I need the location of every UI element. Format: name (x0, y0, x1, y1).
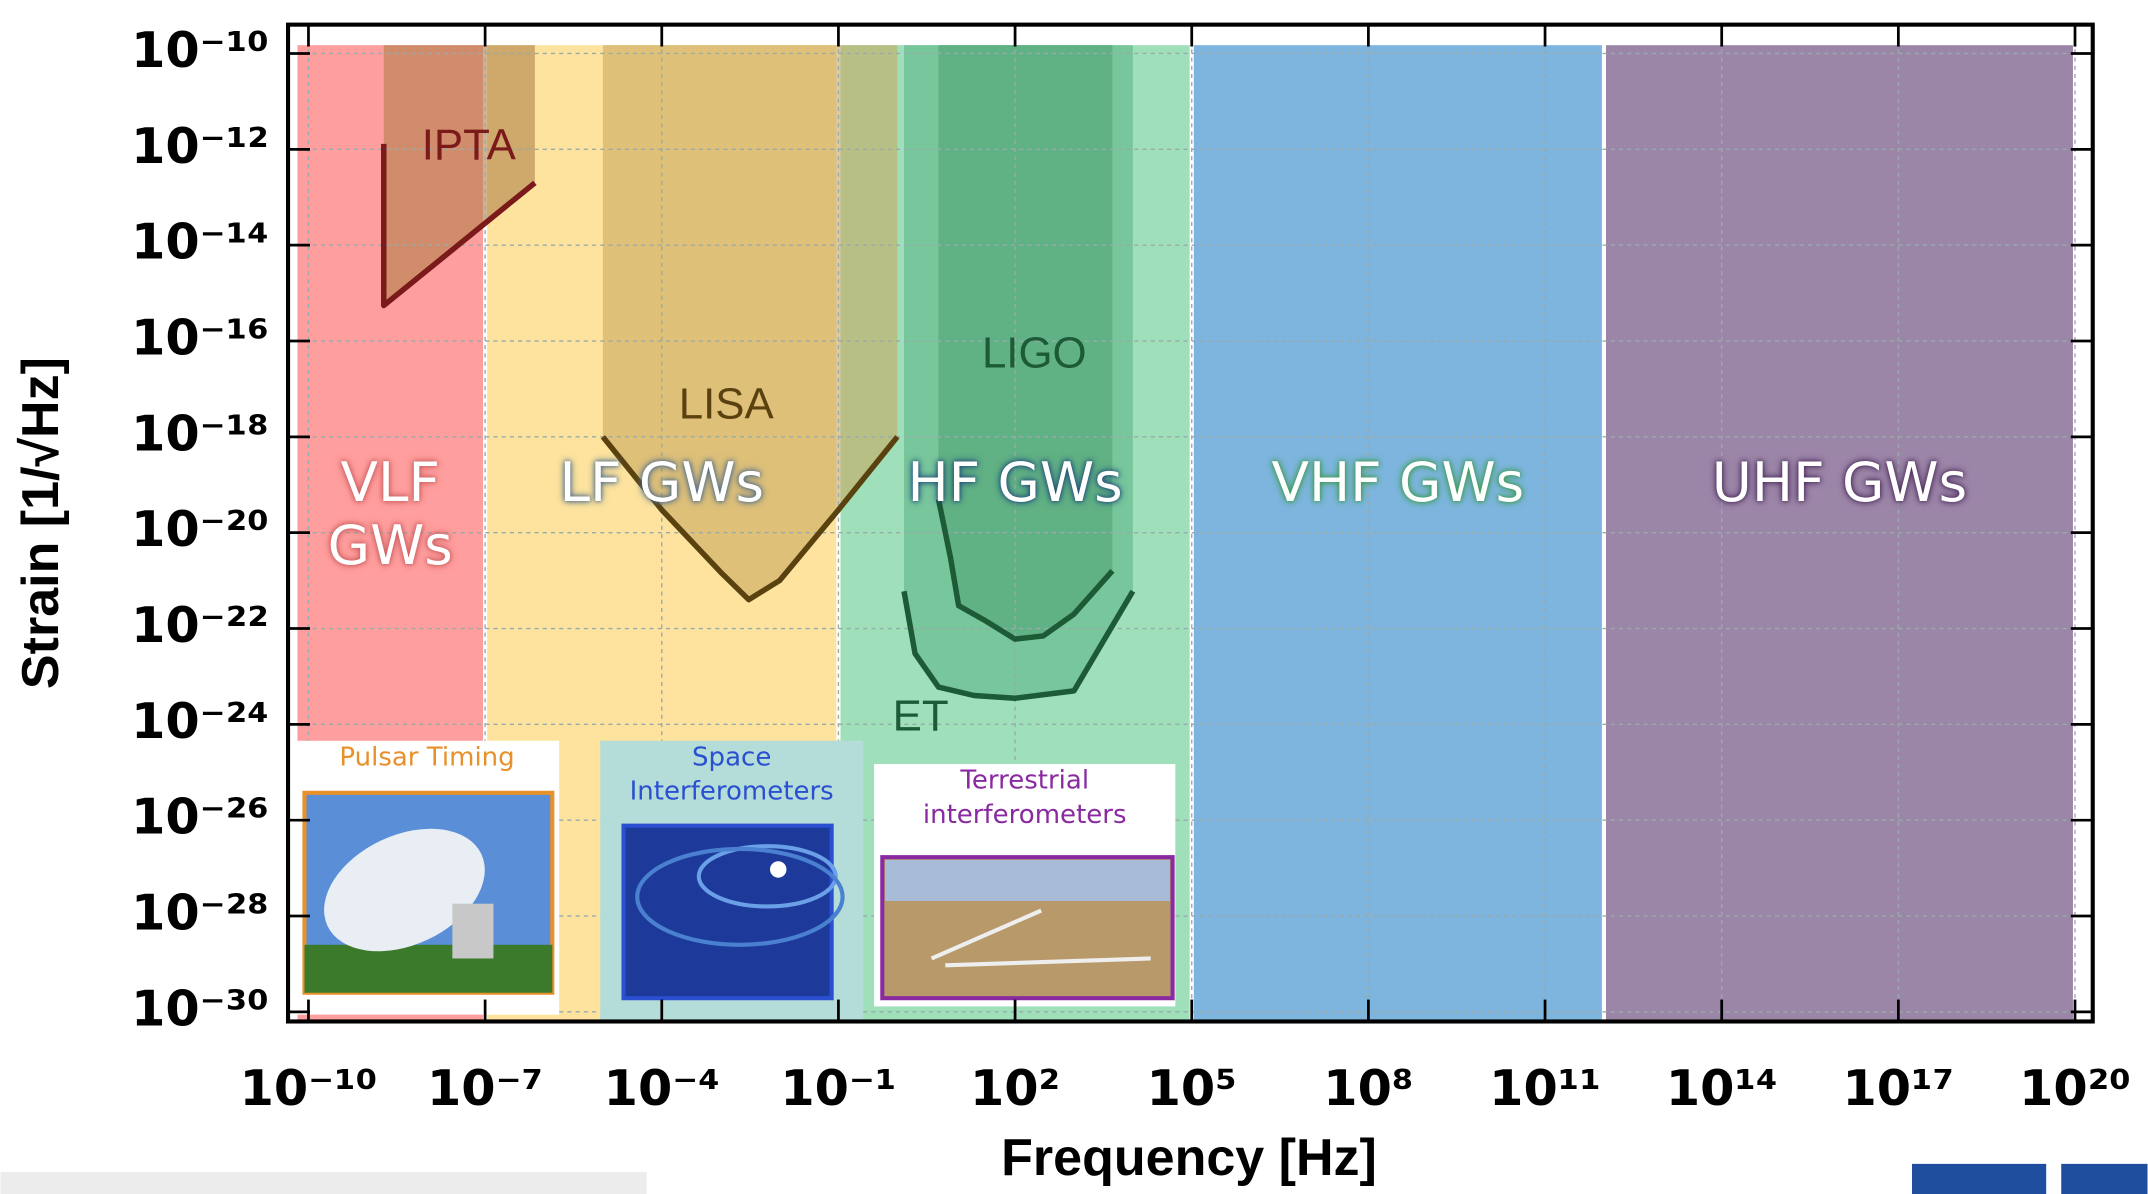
y-axis-label: Strain [1/√Hz] (12, 357, 70, 689)
band-label-box: HF GWs (838, 452, 1191, 630)
x-tick-label: 10¹⁴ (1666, 1059, 1778, 1117)
inset-caption-box: Pulsar Timing (295, 741, 559, 837)
x-tick-label: 10⁻⁷ (427, 1059, 543, 1117)
band-label: HF GWs (838, 452, 1191, 515)
x-axis-label: Frequency [Hz] (1001, 1129, 1377, 1187)
x-tick-label: 10⁸ (1323, 1059, 1413, 1117)
page: {"chart_data": { "type": "band-sensitivi… (0, 0, 2148, 1194)
band-label: UHF GWs (1634, 452, 2045, 515)
chart: VLF GWsLF GWsHF GWsVHF GWs UHF GWs IPTA LIS… (0, 0, 2148, 1194)
tower (452, 904, 493, 959)
x-tick-label: 10² (970, 1059, 1060, 1117)
inset-caption-box: Space Interferometers (600, 741, 863, 837)
y-tick-label: 10⁻²⁸ (131, 884, 269, 942)
x-tick-label: 10¹⁷ (1842, 1059, 1954, 1117)
logo (1912, 1164, 2046, 1194)
y-tick-label: 10⁻¹² (131, 117, 269, 175)
inset-caption-box: Terrestrial interferometers (874, 764, 1175, 860)
ground (304, 945, 552, 993)
y-tick-label: 10⁻³⁰ (131, 979, 269, 1037)
band-label: VHF GWs (1192, 452, 1603, 515)
curve-label: ET (893, 691, 949, 740)
y-tick-label: 10⁻²⁴ (131, 692, 269, 750)
x-tick-label: 10⁻⁴ (604, 1059, 720, 1117)
band-label-box: VHF GWs (1192, 452, 1603, 630)
x-tick-label: 10²⁰ (2019, 1059, 2131, 1117)
curve-label: IPTA (422, 120, 517, 169)
footer-bar (0, 1172, 646, 1194)
x-tick-label: 10⁻¹ (780, 1059, 896, 1117)
y-tick-label: 10⁻²⁰ (131, 500, 269, 558)
curve-label: LIGO (982, 329, 1087, 378)
inset-caption: Space Interferometers (600, 741, 863, 809)
source (770, 861, 786, 877)
inset-caption: Terrestrial interferometers (874, 764, 1175, 832)
band-label: VLF GWs (295, 452, 485, 578)
y-tick-label: 10⁻²² (131, 596, 269, 654)
band-label: LF GWs (485, 452, 838, 515)
band-label-box: VLF GWs (295, 452, 485, 630)
logo (2061, 1164, 2147, 1194)
y-tick-label: 10⁻¹⁶ (131, 309, 269, 367)
band-label-box: LF GWs (485, 452, 838, 630)
y-tick-label: 10⁻²⁶ (131, 788, 269, 846)
curve-label: LISA (679, 379, 775, 428)
sky (885, 860, 1170, 901)
band-label-box: UHF GWs (1634, 452, 2045, 630)
y-tick-label: 10⁻¹⁴ (131, 213, 269, 271)
x-tick-label: 10¹¹ (1489, 1059, 1601, 1117)
x-tick-label: 10⁵ (1147, 1059, 1237, 1117)
x-tick-label: 10⁻¹⁰ (240, 1059, 378, 1117)
y-tick-label: 10⁻¹⁰ (131, 21, 269, 79)
y-tick-label: 10⁻¹⁸ (131, 404, 269, 462)
inset-caption: Pulsar Timing (295, 741, 559, 775)
